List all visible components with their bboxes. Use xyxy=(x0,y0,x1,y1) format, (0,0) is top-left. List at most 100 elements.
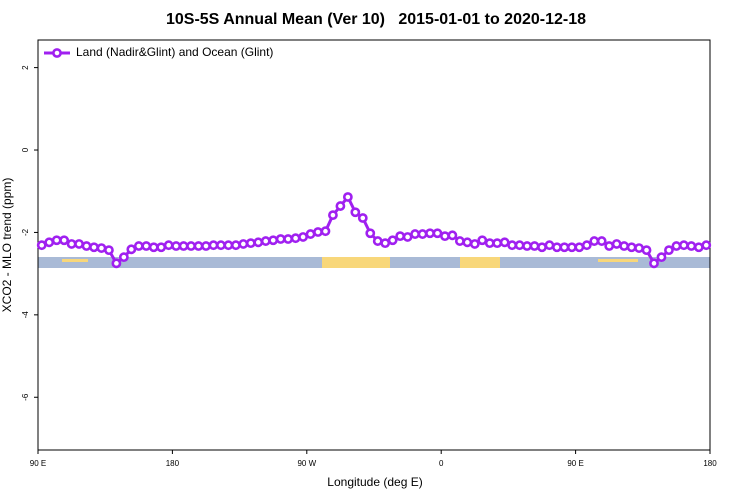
data-point xyxy=(447,230,458,241)
data-point xyxy=(283,234,294,244)
data-point xyxy=(559,242,570,253)
data-point xyxy=(357,213,368,223)
data-point xyxy=(51,235,62,246)
data-point xyxy=(245,238,256,249)
data-point xyxy=(611,239,622,249)
data-point xyxy=(268,235,279,246)
data-point xyxy=(372,236,383,246)
data-point xyxy=(59,235,70,246)
data-point xyxy=(328,210,338,221)
data-point xyxy=(89,242,99,253)
data-point xyxy=(425,228,435,239)
x-tick-label: 90 E xyxy=(567,459,583,468)
data-point xyxy=(193,241,204,251)
data-point xyxy=(529,241,540,251)
land-strip xyxy=(62,259,88,262)
data-point xyxy=(402,232,413,242)
data-point xyxy=(335,201,346,211)
data-point xyxy=(693,242,704,253)
data-point xyxy=(492,238,503,249)
data-point xyxy=(223,240,234,251)
data-point xyxy=(208,240,219,251)
data-point xyxy=(514,240,525,251)
data-point xyxy=(395,231,406,242)
data-point xyxy=(133,241,144,251)
data-point xyxy=(619,241,630,251)
data-point xyxy=(201,241,211,251)
data-point xyxy=(671,241,682,251)
data-point xyxy=(454,236,465,246)
data-point xyxy=(440,231,450,242)
data-point xyxy=(596,236,607,246)
data-point xyxy=(320,226,331,237)
data-point xyxy=(298,232,308,242)
x-tick-label: 90 E xyxy=(30,459,46,468)
data-point xyxy=(462,237,473,248)
data-point xyxy=(238,239,249,249)
data-point xyxy=(260,236,271,246)
data-point xyxy=(36,240,47,251)
data-point xyxy=(148,242,159,253)
data-point xyxy=(74,239,84,249)
data-point xyxy=(678,240,689,251)
data-point xyxy=(581,240,592,251)
data-point xyxy=(141,241,152,251)
data-point xyxy=(253,237,264,248)
data-point xyxy=(507,240,518,251)
data-point xyxy=(230,240,241,251)
data-point xyxy=(365,228,376,239)
data-point xyxy=(686,241,697,251)
x-tick-label: 180 xyxy=(703,459,717,468)
data-point xyxy=(499,237,510,248)
data-point xyxy=(469,239,480,249)
data-point xyxy=(380,238,391,249)
legend-label: Land (Nadir&Glint) and Ocean (Glint) xyxy=(76,45,273,59)
data-point xyxy=(178,241,189,251)
data-point xyxy=(186,241,196,251)
data-point xyxy=(552,242,562,253)
data-point xyxy=(290,233,301,244)
data-point xyxy=(544,240,555,251)
data-point xyxy=(484,238,495,249)
data-point xyxy=(432,228,443,239)
y-tick-label: -6 xyxy=(21,393,30,401)
y-tick-label: 0 xyxy=(21,147,30,152)
data-point xyxy=(305,229,316,239)
data-point xyxy=(216,240,226,251)
data-point xyxy=(410,229,420,239)
data-point xyxy=(664,245,674,256)
data-point xyxy=(350,207,361,218)
x-tick-label: 90 W xyxy=(297,459,316,468)
data-point xyxy=(566,242,577,253)
data-point xyxy=(477,235,488,246)
data-point xyxy=(275,234,286,244)
chart-title: 10S-5S Annual Mean (Ver 10) 2015-01-01 t… xyxy=(166,11,586,28)
data-point xyxy=(537,242,547,253)
data-point xyxy=(626,242,637,253)
x-tick-label: 180 xyxy=(166,459,180,468)
data-point xyxy=(163,240,174,251)
data-point xyxy=(96,243,107,253)
y-tick-label: -2 xyxy=(21,228,30,236)
data-point xyxy=(522,241,532,251)
data-point xyxy=(574,242,585,253)
data-point xyxy=(589,236,600,246)
y-tick-label: 2 xyxy=(21,65,30,70)
data-point xyxy=(342,192,353,202)
x-tick-label: 0 xyxy=(439,459,444,468)
y-axis-label: XCO2 - MLO trend (ppm) xyxy=(0,178,14,313)
data-point xyxy=(44,237,55,248)
data-point xyxy=(387,235,398,246)
x-axis-label: Longitude (deg E) xyxy=(327,475,422,489)
legend-marker xyxy=(52,48,62,58)
data-point xyxy=(81,241,92,251)
data-point xyxy=(604,241,615,251)
land-strip xyxy=(598,259,638,262)
data-point xyxy=(118,252,129,263)
data-point xyxy=(649,258,659,269)
data-point xyxy=(126,244,137,255)
data-point xyxy=(66,239,77,249)
data-point xyxy=(656,252,667,263)
land-strip xyxy=(460,257,500,268)
